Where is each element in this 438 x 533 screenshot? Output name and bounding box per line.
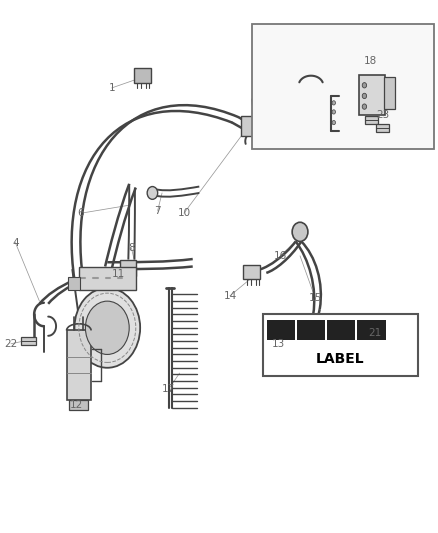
Text: 23: 23 (377, 110, 390, 119)
Text: 12: 12 (70, 400, 83, 410)
Text: 6: 6 (78, 208, 85, 218)
Bar (359, 75, 385, 115)
Bar (282, 338, 298, 352)
Text: 4: 4 (12, 238, 19, 247)
Bar (120, 260, 136, 276)
Circle shape (332, 120, 336, 125)
Text: 7: 7 (154, 206, 161, 215)
Text: 22: 22 (4, 339, 18, 349)
Bar (67, 330, 91, 400)
Bar (252, 24, 434, 149)
Bar (297, 320, 325, 340)
Circle shape (362, 104, 367, 109)
Bar (21, 337, 36, 345)
Bar (243, 265, 260, 279)
Text: 18: 18 (364, 56, 377, 66)
Circle shape (332, 110, 336, 114)
Text: 11: 11 (112, 270, 125, 279)
Bar (263, 314, 418, 376)
Bar (68, 277, 80, 290)
Circle shape (147, 187, 158, 199)
Bar (134, 68, 151, 83)
Text: LABEL: LABEL (316, 352, 365, 366)
Bar (79, 266, 136, 290)
Bar (284, 365, 297, 373)
Circle shape (292, 222, 308, 241)
Text: 15: 15 (309, 294, 322, 303)
Text: 1: 1 (108, 83, 115, 93)
Text: 13: 13 (272, 339, 285, 349)
Bar (69, 400, 88, 410)
Circle shape (332, 101, 336, 105)
Bar (327, 320, 356, 340)
Bar (267, 320, 296, 340)
Bar (376, 124, 389, 132)
Text: 10: 10 (177, 208, 191, 218)
Text: 17: 17 (162, 384, 175, 394)
Bar (241, 116, 258, 136)
Bar (384, 77, 395, 109)
Text: 16: 16 (274, 251, 287, 261)
Circle shape (74, 288, 140, 368)
Bar (365, 116, 378, 124)
Text: 14: 14 (223, 291, 237, 301)
Circle shape (85, 301, 129, 354)
Text: 21: 21 (368, 328, 381, 338)
Circle shape (362, 93, 367, 99)
Text: 8: 8 (128, 243, 135, 253)
Bar (357, 320, 385, 340)
Circle shape (362, 83, 367, 88)
